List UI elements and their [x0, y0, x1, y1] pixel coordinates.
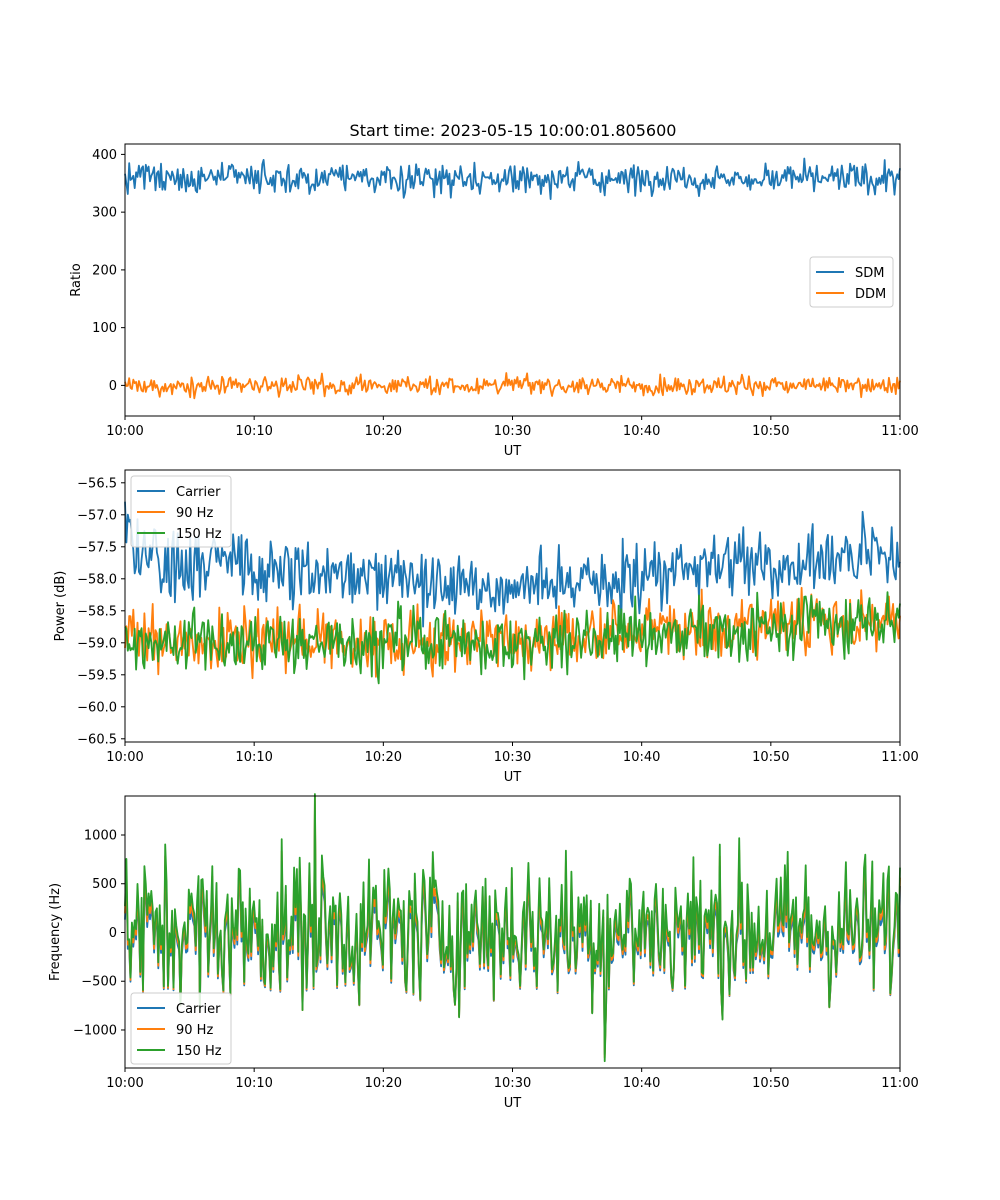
- series-line-150hz: [124, 591, 901, 685]
- y-axis-label: Frequency (Hz): [48, 883, 63, 981]
- series-line-150hz: [124, 793, 901, 1063]
- legend-entry: 90 Hz: [176, 1023, 213, 1038]
- legend: SDM DDM: [809, 256, 894, 308]
- ytick-label: 0: [109, 379, 117, 394]
- axes-frame: [124, 795, 901, 1069]
- ytick-label: −56.5: [77, 476, 117, 491]
- axes-frame: [124, 143, 901, 417]
- ytick-label: −60.5: [77, 732, 117, 747]
- legend: Carrier 90 Hz 150 Hz: [130, 475, 232, 548]
- legend-frame: [809, 256, 894, 308]
- xtick-label: 10:40: [623, 1076, 660, 1091]
- legend: Carrier 90 Hz 150 Hz: [130, 992, 232, 1065]
- series-line-sdm: [124, 157, 901, 200]
- ytick-label: 400: [92, 148, 117, 163]
- x-axis-label: UT: [504, 1096, 522, 1111]
- ytick-label: 0: [109, 926, 117, 941]
- xtick-label: 10:20: [365, 750, 402, 765]
- xtick-label: 10:20: [365, 424, 402, 439]
- xtick-label: 11:00: [881, 750, 918, 765]
- xtick-label: 11:00: [881, 1076, 918, 1091]
- xtick-label: 10:10: [235, 1076, 272, 1091]
- xtick-label: 10:50: [752, 750, 789, 765]
- legend-entry: Carrier: [176, 485, 221, 500]
- series-line-ddm: [124, 372, 901, 400]
- ytick-label: −58.5: [77, 604, 117, 619]
- xtick-label: 10:00: [106, 424, 143, 439]
- legend-entry: DDM: [855, 287, 886, 302]
- ytick-label: −60.0: [77, 700, 117, 715]
- ytick-label: 100: [92, 321, 117, 336]
- legend-entry: SDM: [855, 266, 884, 281]
- xtick-label: 10:10: [235, 750, 272, 765]
- xtick-label: 11:00: [881, 424, 918, 439]
- xtick-label: 10:40: [623, 750, 660, 765]
- y-axis-label: Ratio: [69, 263, 84, 296]
- ytick-label: −57.5: [77, 540, 117, 555]
- ytick-label: 1000: [84, 828, 117, 843]
- ytick-label: 300: [92, 206, 117, 221]
- xtick-label: 10:00: [106, 750, 143, 765]
- plots-layer: 0 100 200 300 400 10:00 10:10 10:20 10:30 10:40 10…: [48, 143, 919, 1111]
- y-axis-label: Power (dB): [53, 571, 68, 642]
- x-axis-label: UT: [504, 770, 522, 785]
- legend-entry: 150 Hz: [176, 1044, 222, 1059]
- xtick-label: 10:30: [494, 1076, 531, 1091]
- ytick-label: −59.0: [77, 636, 117, 651]
- xtick-label: 10:50: [752, 424, 789, 439]
- xtick-label: 10:40: [623, 424, 660, 439]
- ytick-label: −57.0: [77, 508, 117, 523]
- xtick-label: 10:30: [494, 750, 531, 765]
- legend-entry: 90 Hz: [176, 506, 213, 521]
- legend-entry: 150 Hz: [176, 527, 222, 542]
- ytick-label: 500: [92, 877, 117, 892]
- axes-frame: [124, 469, 901, 743]
- xtick-label: 10:20: [365, 1076, 402, 1091]
- xtick-label: 10:10: [235, 424, 272, 439]
- ytick-label: −58.0: [77, 572, 117, 587]
- ytick-label: −500: [81, 975, 117, 990]
- legend-frame: [130, 992, 232, 1065]
- xtick-label: 10:30: [494, 424, 531, 439]
- xtick-label: 10:00: [106, 1076, 143, 1091]
- legend-frame: [130, 475, 232, 548]
- ytick-label: −59.5: [77, 668, 117, 683]
- ytick-label: −1000: [73, 1023, 117, 1038]
- figure-title: Start time: 2023-05-15 10:00:01.805600: [350, 121, 677, 140]
- legend-entry: Carrier: [176, 1002, 221, 1017]
- series-line-carrier: [124, 501, 901, 628]
- xtick-label: 10:50: [752, 1076, 789, 1091]
- x-axis-label: UT: [504, 444, 522, 459]
- ytick-label: 200: [92, 263, 117, 278]
